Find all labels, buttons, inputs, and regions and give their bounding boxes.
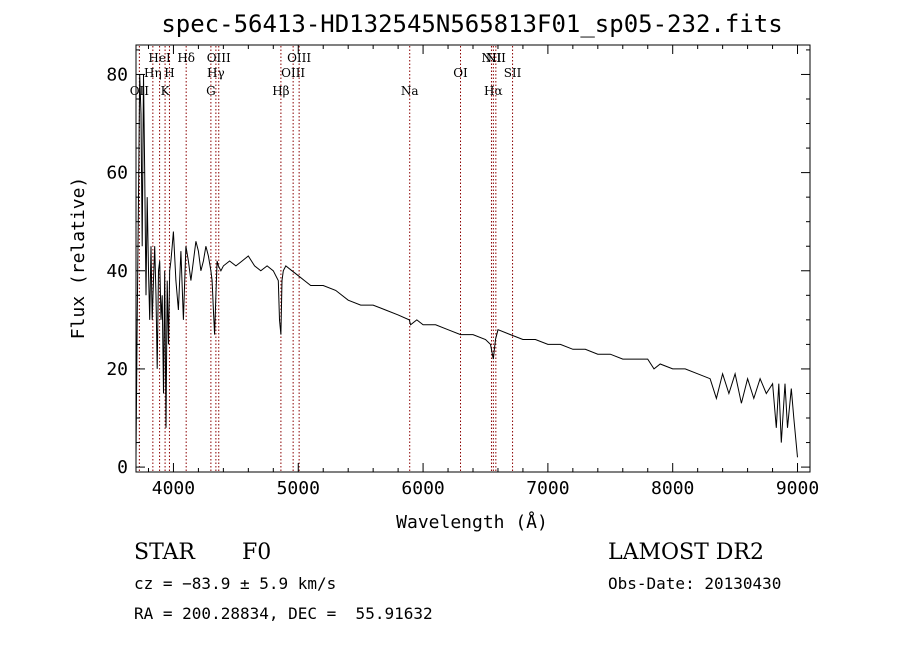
x-tick-label-4: 8000 xyxy=(651,478,694,499)
line-marker-label-5: Hδ xyxy=(177,51,195,65)
x-axis-label: Wavelength (Å) xyxy=(396,511,548,533)
x-tick-label-2: 6000 xyxy=(401,478,444,499)
line-marker-label-12: Na xyxy=(401,84,419,98)
redshift-velocity: cz = −83.9 ± 5.9 km/s xyxy=(134,574,337,593)
object-class: STAR xyxy=(134,540,195,565)
flux-series-line xyxy=(135,74,798,458)
y-axis-label: Flux (relative) xyxy=(68,177,89,340)
line-marker-label-1: Hη xyxy=(144,66,162,80)
y-tick-label-1: 20 xyxy=(106,359,128,380)
plot-frame xyxy=(135,44,811,473)
spectral-line-markers: OIIHηHeIKHHδGHγOIIIHβOIIIOIIINaOINIIHαNI… xyxy=(130,46,522,471)
axis-ticks: 4000 5000 6000 7000 8000 9000 0 20 40 60 80 xyxy=(106,45,819,499)
line-marker-label-3: K xyxy=(161,84,171,98)
line-marker-label-11: OIII xyxy=(287,51,311,65)
chart-title: spec-56413-HD132545N565813F01_sp05-232.f… xyxy=(161,10,782,38)
line-marker-label-8: OIII xyxy=(207,51,231,65)
line-marker-label-6: G xyxy=(206,84,216,98)
line-marker-label-7: Hγ xyxy=(207,66,225,80)
line-marker-label-13: OI xyxy=(453,66,468,80)
survey-name: LAMOST DR2 xyxy=(608,540,764,565)
line-marker-label-15: Hα xyxy=(484,84,503,98)
line-marker-label-14: NII xyxy=(481,51,501,65)
line-marker-label-9: Hβ xyxy=(272,84,289,98)
y-tick-label-0: 0 xyxy=(117,457,128,478)
y-tick-label-2: 40 xyxy=(106,261,128,282)
line-marker-label-10: OIII xyxy=(281,66,305,80)
x-tick-label-0: 4000 xyxy=(152,478,195,499)
line-marker-label-4: H xyxy=(164,66,174,80)
line-marker-label-17: SII xyxy=(504,66,522,80)
x-tick-label-1: 5000 xyxy=(277,478,320,499)
line-marker-label-16: NII xyxy=(486,51,506,65)
subclass: F0 xyxy=(242,540,272,565)
x-tick-label-5: 9000 xyxy=(776,478,819,499)
y-tick-label-4: 80 xyxy=(106,64,128,85)
line-marker-label-2: HeI xyxy=(148,51,171,65)
x-tick-label-3: 7000 xyxy=(526,478,569,499)
observation-date: Obs-Date: 20130430 xyxy=(608,574,782,593)
y-tick-label-3: 60 xyxy=(106,163,128,184)
coordinates: RA = 200.28834, DEC = 55.91632 xyxy=(134,604,433,623)
